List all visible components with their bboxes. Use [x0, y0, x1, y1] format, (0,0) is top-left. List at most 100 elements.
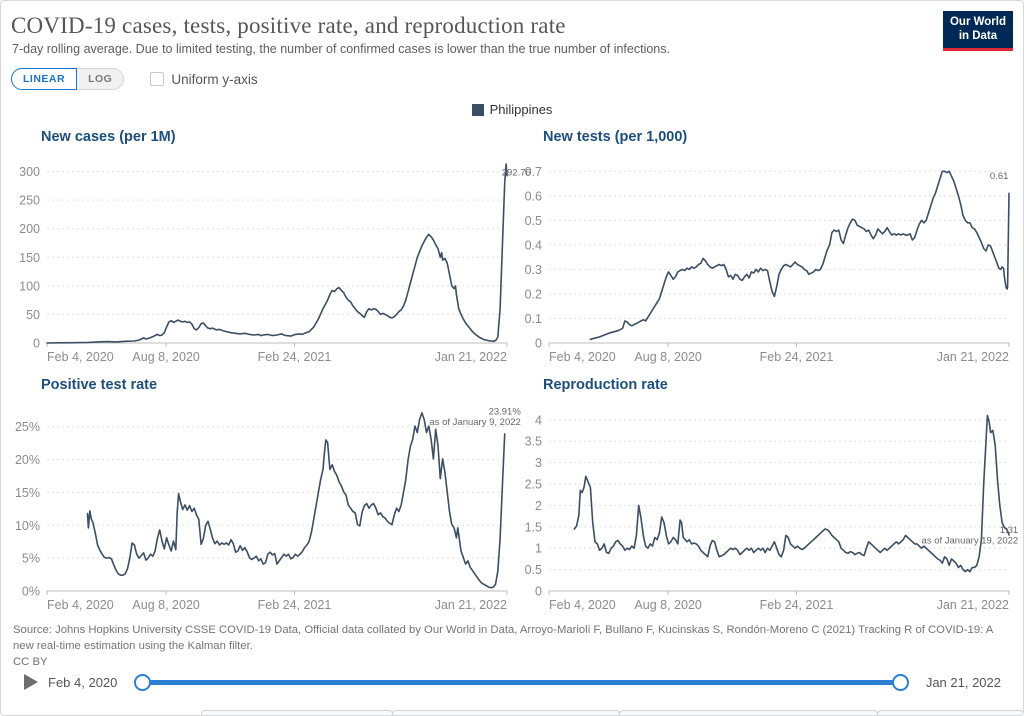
- x-tick-label: Feb 4, 2020: [549, 598, 616, 612]
- y-tick-label: 0: [535, 585, 542, 599]
- bottom-tab-4[interactable]: [877, 710, 1023, 715]
- y-tick-label: 2.5: [525, 478, 542, 492]
- bottom-tab-1[interactable]: [201, 710, 393, 715]
- uniform-y-axis-checkbox[interactable]: [150, 72, 165, 86]
- y-tick-label: 25%: [15, 420, 40, 434]
- chart-title-new-tests: New tests (per 1,000): [543, 129, 688, 145]
- x-tick-label: Aug 8, 2020: [132, 350, 199, 364]
- latest-value-annotation: 23.91%: [489, 407, 522, 418]
- linear-button[interactable]: LINEAR: [11, 68, 78, 90]
- owid-logo-line1: Our World: [949, 16, 1006, 28]
- y-tick-label: 0.4: [525, 238, 542, 252]
- y-tick-label: 0.1: [525, 312, 542, 326]
- y-tick-label: 0.6: [525, 189, 542, 203]
- y-tick-label: 200: [19, 222, 40, 236]
- owid-logo-line2: in Data: [958, 29, 998, 42]
- bottom-tab-3[interactable]: [619, 710, 878, 715]
- play-icon: [24, 674, 38, 691]
- log-button[interactable]: LOG: [77, 68, 125, 90]
- legend-swatch-philippines: [471, 103, 484, 116]
- latest-value-annotation: as of January 9, 2022: [429, 417, 520, 428]
- latest-value-annotation: 0.61: [990, 171, 1009, 182]
- x-tick-label: Feb 24, 2021: [760, 350, 834, 364]
- timeline-start-label: Feb 4, 2020: [48, 674, 118, 690]
- x-tick-label: Aug 8, 2020: [634, 598, 701, 612]
- y-tick-label: 2: [535, 499, 542, 513]
- page-title: COVID-19 cases, tests, positive rate, an…: [11, 13, 566, 38]
- y-tick-label: 0.7: [525, 165, 542, 179]
- series-line-philippines: [86, 412, 506, 589]
- y-tick-label: 100: [19, 279, 40, 293]
- series-line-philippines: [589, 170, 1010, 341]
- y-tick-label: 300: [19, 165, 40, 179]
- legend: Philippines: [1, 102, 1023, 117]
- series-line-philippines: [46, 163, 508, 344]
- y-tick-label: 0%: [22, 585, 40, 599]
- y-tick-label: 1: [535, 542, 542, 556]
- chart-title-reproduction-rate: Reproduction rate: [543, 377, 668, 393]
- scale-controls: LINEAR LOG Uniform y-axis: [11, 68, 1023, 90]
- series-line-philippines: [573, 414, 1010, 573]
- y-tick-label: 5%: [22, 552, 40, 566]
- y-tick-label: 3: [535, 456, 542, 470]
- y-tick-label: 3.5: [525, 435, 542, 449]
- y-tick-label: 0.2: [525, 287, 542, 301]
- owid-logo[interactable]: Our World in Data: [942, 11, 1013, 51]
- y-tick-label: 50: [26, 308, 40, 322]
- y-tick-label: 4: [535, 413, 542, 427]
- header: COVID-19 cases, tests, positive rate, an…: [1, 1, 1023, 56]
- y-tick-label: 0.5: [525, 563, 542, 577]
- chart-positive-rate[interactable]: 0% 5% 10% 15% 20% 25% Feb 4, 2020 Aug 8, 2020 Fe…: [11, 395, 521, 617]
- y-tick-label: 1.5: [525, 520, 542, 534]
- x-tick-label: Feb 24, 2021: [258, 598, 332, 612]
- chart-cell-positive-rate: Positive test rate 0% 5% 10% 15% 20% 25% Feb 4…: [11, 369, 521, 617]
- uniform-y-axis-toggle[interactable]: Uniform y-axis: [150, 71, 258, 87]
- x-tick-label: Aug 8, 2020: [634, 350, 701, 364]
- x-tick-label: Jan 21, 2022: [937, 350, 1009, 364]
- timeline-handle-start[interactable]: [134, 673, 152, 691]
- chart-new-cases[interactable]: 0 50 100 150 200 250 300 Feb 4, 2020 Aug 8, 2020…: [11, 147, 531, 369]
- chart-new-tests[interactable]: 0 0.1 0.2 0.3 0.4 0.5 0.6 0.7 Feb 4, 2020 Aug 8, …: [513, 147, 1015, 369]
- uniform-y-axis-label: Uniform y-axis: [171, 71, 258, 87]
- bottom-tabs-sliver: [201, 710, 1023, 715]
- y-tick-label: 0.3: [525, 263, 542, 277]
- license-text: CC BY: [13, 655, 48, 668]
- footer: Source: Johns Hopkins University CSSE CO…: [1, 623, 1023, 668]
- y-tick-label: 15%: [15, 486, 40, 500]
- x-tick-label: Jan 21, 2022: [435, 350, 507, 364]
- chart-cell-reproduction-rate: Reproduction rate 0 0.5 1 1.5 2 2.5 3 3.5 4 Feb 4…: [513, 369, 1019, 617]
- y-tick-label: 0: [33, 337, 40, 351]
- y-tick-label: 10%: [15, 519, 40, 533]
- latest-value-annotation: 1.31: [1000, 525, 1019, 536]
- chart-reproduction-rate[interactable]: 0 0.5 1 1.5 2 2.5 3 3.5 4 Feb 4, 2020 Aug 8, 2020 F…: [513, 395, 1019, 617]
- page-subtitle: 7-day rolling average. Due to limited te…: [12, 42, 670, 56]
- y-tick-label: 250: [19, 194, 40, 208]
- y-tick-label: 0.5: [525, 214, 542, 228]
- scale-toggle: LINEAR LOG: [11, 68, 125, 90]
- timeline-slider[interactable]: [134, 673, 909, 691]
- x-tick-label: Jan 21, 2022: [435, 598, 507, 612]
- charts-grid: New cases (per 1M) 0 50 100 150 200 250 300 Feb…: [1, 121, 1023, 617]
- x-tick-label: Feb 4, 2020: [47, 350, 114, 364]
- latest-value-annotation: 292.76: [502, 168, 531, 179]
- timeline: Feb 4, 2020 Jan 21, 2022: [23, 673, 1011, 691]
- y-tick-label: 0: [535, 337, 542, 351]
- x-tick-label: Feb 24, 2021: [258, 350, 332, 364]
- play-button[interactable]: [23, 674, 38, 691]
- legend-label-philippines: Philippines: [489, 102, 553, 117]
- bottom-tab-2[interactable]: [392, 710, 620, 715]
- source-text: Source: Johns Hopkins University CSSE CO…: [13, 624, 993, 652]
- x-tick-label: Feb 24, 2021: [760, 598, 834, 612]
- x-tick-label: Jan 21, 2022: [937, 598, 1009, 612]
- chart-cell-new-tests: New tests (per 1,000) 0 0.1 0.2 0.3 0.4 0.5 0.…: [513, 121, 1015, 369]
- x-tick-label: Aug 8, 2020: [132, 598, 199, 612]
- x-tick-label: Feb 4, 2020: [549, 350, 616, 364]
- latest-value-annotation: as of January 19, 2022: [922, 536, 1019, 547]
- timeline-end-label: Jan 21, 2022: [925, 674, 1001, 690]
- timeline-handle-end[interactable]: [891, 673, 909, 691]
- timeline-track[interactable]: [137, 679, 906, 685]
- chart-title-new-cases: New cases (per 1M): [41, 129, 176, 145]
- y-tick-label: 20%: [15, 453, 40, 467]
- y-tick-label: 150: [19, 251, 40, 265]
